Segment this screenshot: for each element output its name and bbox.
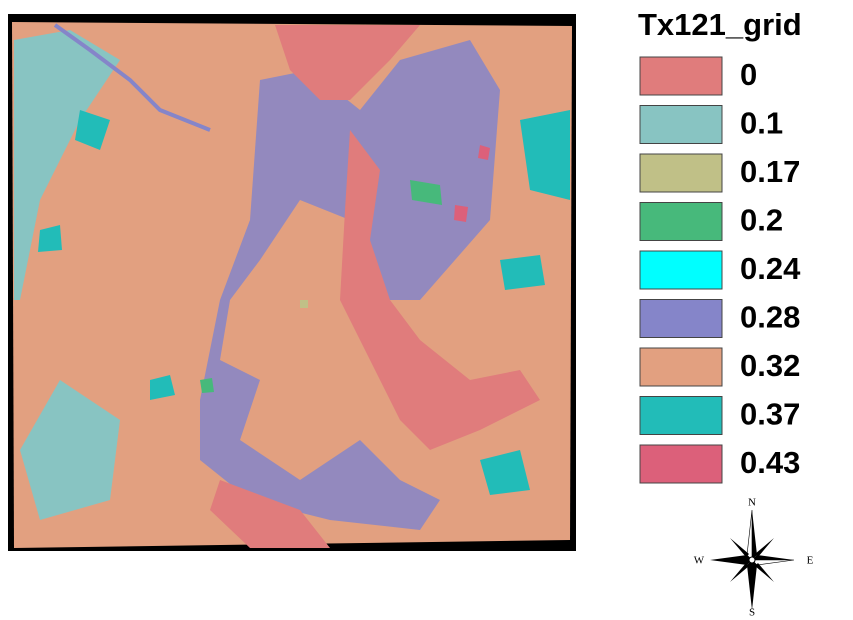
- legend-swatch: [640, 106, 722, 144]
- compass-south: S: [749, 607, 755, 619]
- legend-label: 0.43: [740, 445, 800, 480]
- legend-title: Tx121_grid: [638, 7, 802, 42]
- legend-label: 0: [740, 57, 757, 92]
- legend-label: 0.24: [740, 251, 801, 286]
- map: [8, 14, 576, 551]
- page: Tx121_grid 0 0.1 0.17 0.2 0.24 0.28 0.32 0.37 0.…: [0, 0, 853, 620]
- legend-label: 0.37: [740, 397, 800, 432]
- compass-north: N: [748, 497, 756, 509]
- legend-label: 0.1: [740, 106, 783, 141]
- compass-west: W: [694, 555, 705, 567]
- legend-label: 0.28: [740, 300, 800, 335]
- legend-swatch: [640, 397, 722, 435]
- map-region: [300, 300, 308, 308]
- legend-swatch: [640, 300, 722, 338]
- compass: [710, 510, 794, 610]
- legend-label: 0.17: [740, 154, 800, 189]
- legend-swatch: [640, 445, 722, 483]
- legend-swatch: [640, 203, 722, 241]
- legend-label: 0.2: [740, 203, 783, 238]
- legend-swatch: [640, 154, 722, 192]
- legend: 0 0.1 0.17 0.2 0.24 0.28 0.32 0.37 0.43: [640, 57, 801, 483]
- compass-east: E: [807, 555, 814, 567]
- legend-swatch: [640, 251, 722, 289]
- legend-swatch: [640, 57, 722, 95]
- legend-label: 0.32: [740, 348, 800, 383]
- legend-swatch: [640, 348, 722, 386]
